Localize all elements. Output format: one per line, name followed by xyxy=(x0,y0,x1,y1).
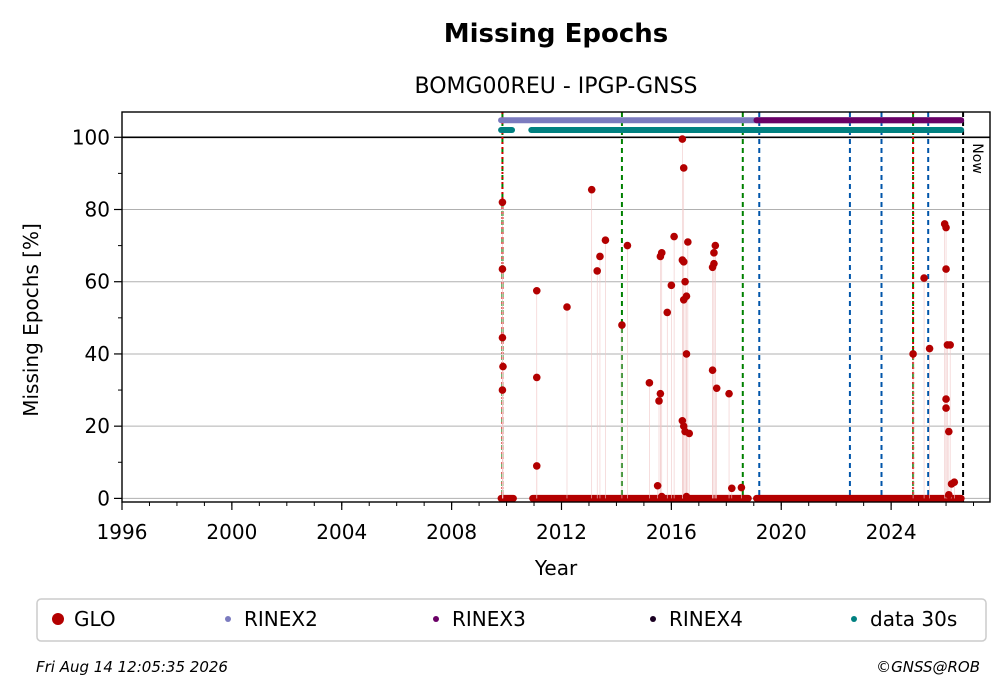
x-tick-label: 2000 xyxy=(206,520,257,544)
glo-point xyxy=(725,389,733,398)
glo-point xyxy=(681,277,689,286)
glo-point xyxy=(663,308,672,317)
legend-marker-glo xyxy=(52,613,64,625)
glo-point xyxy=(657,492,666,501)
y-tick-label: 80 xyxy=(85,198,110,222)
glo-point xyxy=(944,490,953,499)
glo-point xyxy=(655,397,663,405)
glo-point xyxy=(942,223,950,232)
glo-point xyxy=(942,395,950,403)
x-tick-label: 2024 xyxy=(866,520,917,544)
legend-marker-rinex2 xyxy=(225,616,231,622)
legend-label-data-30s: data 30s xyxy=(870,607,957,631)
footer-timestamp: Fri Aug 14 12:05:35 2026 xyxy=(36,658,228,676)
legend-label-rinex2: RINEX2 xyxy=(244,607,318,631)
glo-point xyxy=(909,350,917,358)
glo-point xyxy=(532,462,541,470)
plot-area: Now 0 20 40 60 80 100 1996 2000 2004 2008 2012 2016 2… xyxy=(72,111,991,544)
glo-point xyxy=(685,429,694,438)
glo-point xyxy=(667,281,676,290)
glo-point xyxy=(942,265,950,273)
glo-point xyxy=(942,404,950,412)
glo-point xyxy=(601,236,610,244)
glo-point xyxy=(593,267,602,275)
x-tick-label: 2016 xyxy=(646,520,697,544)
footer-copyright: ©GNSS@ROB xyxy=(876,658,980,676)
y-tick-label: 100 xyxy=(72,125,110,149)
glo-point xyxy=(498,386,507,394)
glo-point xyxy=(498,198,507,207)
x-tick-label: 2020 xyxy=(756,520,807,544)
glo-point xyxy=(682,292,691,300)
x-tick-label: 2012 xyxy=(536,520,587,544)
chart-title: Missing Epochs xyxy=(444,19,668,49)
glo-point xyxy=(710,249,718,257)
glo-point xyxy=(596,252,604,261)
now-label: Now xyxy=(969,143,985,174)
glo-point xyxy=(563,303,571,311)
glo-point xyxy=(946,341,954,349)
x-tick-label: 1996 xyxy=(97,520,148,544)
glo-point xyxy=(657,249,666,257)
glo-point xyxy=(678,135,687,143)
glo-point xyxy=(498,333,507,342)
legend: GLO RINEX2 RINEX3 RINEX4 data 30s xyxy=(36,598,987,642)
glo-point xyxy=(684,238,692,246)
glo-point xyxy=(679,164,688,172)
x-tick-label: 2008 xyxy=(426,520,477,544)
glo-point xyxy=(950,478,959,486)
glo-point xyxy=(623,241,632,250)
legend-label-rinex4: RINEX4 xyxy=(669,607,743,631)
glo-point xyxy=(710,259,718,268)
glo-point xyxy=(499,362,507,371)
legend-marker-data-30s xyxy=(851,616,857,622)
glo-point xyxy=(532,373,541,382)
y-tick-label: 60 xyxy=(85,270,110,294)
glo-point xyxy=(925,344,934,353)
y-tick-label: 0 xyxy=(97,486,110,510)
glo-point xyxy=(587,185,596,194)
glo-point xyxy=(708,366,717,374)
glo-point xyxy=(645,379,654,387)
glo-point xyxy=(532,286,541,295)
x-axis-label: Year xyxy=(534,556,578,580)
glo-point xyxy=(679,258,688,266)
glo-point xyxy=(711,241,720,250)
glo-point xyxy=(682,350,691,358)
legend-marker-rinex4 xyxy=(650,616,656,622)
glo-point xyxy=(656,389,665,398)
glo-point xyxy=(498,265,507,273)
glo-point xyxy=(670,232,678,241)
glo-point xyxy=(727,484,736,493)
glo-point xyxy=(920,274,928,282)
x-tick-label: 2004 xyxy=(316,520,367,544)
glo-point xyxy=(682,492,691,501)
legend-label-rinex3: RINEX3 xyxy=(452,607,526,631)
glo-point xyxy=(653,481,662,490)
y-tick-label: 20 xyxy=(85,414,110,438)
axes-frame xyxy=(121,111,991,503)
glo-point xyxy=(944,427,953,436)
chart-subtitle: BOMG00REU - IPGP-GNSS xyxy=(414,74,697,99)
glo-point xyxy=(737,483,746,492)
legend-box xyxy=(36,598,987,642)
glo-point xyxy=(618,321,626,329)
legend-marker-rinex3 xyxy=(433,616,439,622)
glo-point xyxy=(712,384,721,393)
y-tick-label: 40 xyxy=(85,342,110,366)
y-axis-label: Missing Epochs [%] xyxy=(19,223,43,417)
legend-label-glo: GLO xyxy=(74,607,116,631)
